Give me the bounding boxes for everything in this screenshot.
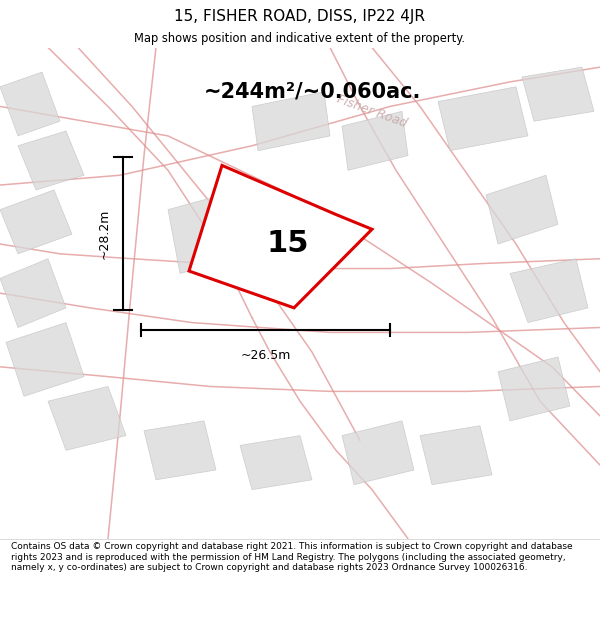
Text: Fisher Road: Fisher Road: [335, 92, 409, 130]
Polygon shape: [0, 259, 66, 328]
Text: ~244m²/~0.060ac.: ~244m²/~0.060ac.: [203, 82, 421, 102]
Text: Contains OS data © Crown copyright and database right 2021. This information is : Contains OS data © Crown copyright and d…: [11, 542, 572, 572]
Polygon shape: [189, 166, 372, 308]
Polygon shape: [144, 421, 216, 480]
Polygon shape: [240, 436, 312, 489]
Text: Map shows position and indicative extent of the property.: Map shows position and indicative extent…: [134, 32, 466, 45]
Polygon shape: [48, 386, 126, 451]
Polygon shape: [342, 111, 408, 170]
Text: 15: 15: [267, 229, 309, 259]
Text: 15, FISHER ROAD, DISS, IP22 4JR: 15, FISHER ROAD, DISS, IP22 4JR: [175, 9, 425, 24]
Polygon shape: [0, 72, 60, 136]
Polygon shape: [498, 357, 570, 421]
Polygon shape: [420, 426, 492, 485]
Polygon shape: [252, 92, 330, 151]
Polygon shape: [6, 322, 84, 396]
Polygon shape: [18, 131, 84, 190]
Polygon shape: [168, 190, 252, 274]
Polygon shape: [522, 67, 594, 121]
Polygon shape: [486, 175, 558, 244]
Polygon shape: [510, 259, 588, 322]
Text: ~26.5m: ~26.5m: [241, 349, 290, 362]
Polygon shape: [0, 190, 72, 254]
Polygon shape: [342, 421, 414, 485]
Polygon shape: [438, 87, 528, 151]
Text: ~28.2m: ~28.2m: [97, 208, 110, 259]
